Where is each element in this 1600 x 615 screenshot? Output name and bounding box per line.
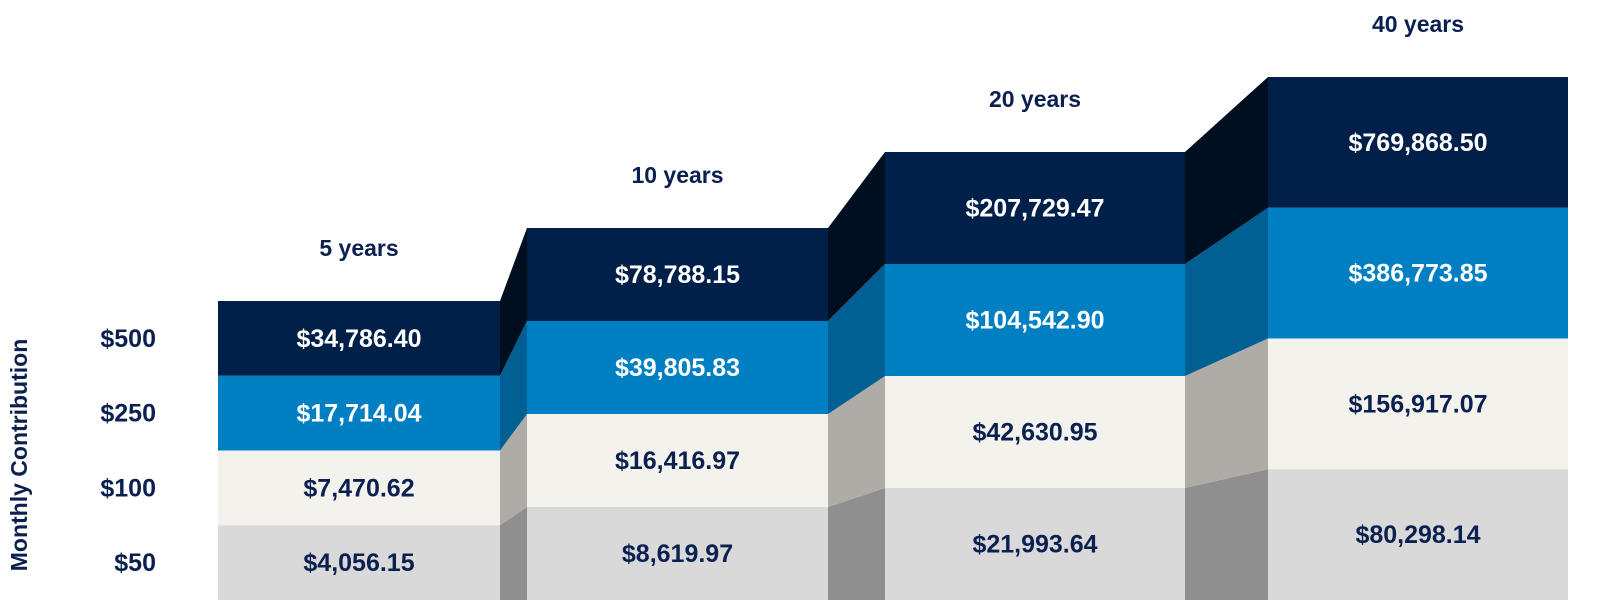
y-axis-label: Monthly Contribution xyxy=(6,339,32,572)
data-label: $156,917.07 xyxy=(1348,390,1487,418)
connector-segment xyxy=(828,264,885,414)
data-label: $207,729.47 xyxy=(965,195,1104,223)
data-label: $17,714.04 xyxy=(296,400,421,428)
data-label: $104,542.90 xyxy=(965,307,1104,335)
bar-segment xyxy=(1268,207,1568,339)
contribution-label: $500 xyxy=(100,325,156,353)
data-label: $42,630.95 xyxy=(972,419,1097,447)
data-label: $7,470.62 xyxy=(303,474,414,502)
contribution-labels: $50 $100 $250 $500 xyxy=(100,325,156,577)
data-label: $78,788.15 xyxy=(615,261,740,289)
bar-segment xyxy=(885,376,1185,488)
connector-segment xyxy=(828,488,885,600)
bar-segment xyxy=(527,507,828,600)
bar-segment xyxy=(1268,77,1568,208)
data-label: $8,619.97 xyxy=(622,540,733,568)
bar-segment xyxy=(527,414,828,507)
data-label: $769,868.50 xyxy=(1348,129,1487,157)
bar-segment xyxy=(1268,338,1568,470)
year-label: 20 years xyxy=(989,86,1081,112)
year-label: 5 years xyxy=(319,235,398,261)
connector-segment xyxy=(1185,207,1268,376)
data-label: $39,805.83 xyxy=(615,354,740,382)
connector-segment xyxy=(1185,469,1268,600)
connector-segment xyxy=(500,228,527,376)
data-label: $4,056.15 xyxy=(303,549,414,577)
bar-segment xyxy=(527,228,828,321)
contribution-label: $100 xyxy=(100,474,156,502)
bars xyxy=(218,77,1568,600)
bar-segment xyxy=(527,321,828,414)
connector-segment xyxy=(1185,338,1268,488)
connector-segment xyxy=(1185,77,1268,264)
connector-segment xyxy=(828,152,885,321)
bar-segment xyxy=(218,450,500,526)
contribution-label: $50 xyxy=(114,549,156,577)
data-label: $16,416.97 xyxy=(615,447,740,475)
connector-segment xyxy=(500,507,527,600)
connector-segment xyxy=(828,376,885,507)
bar-segment xyxy=(1268,469,1568,600)
year-labels: 5 years 10 years 20 years 40 years xyxy=(319,11,1464,261)
year-label: 40 years xyxy=(1372,11,1464,37)
bar-segment xyxy=(218,375,500,451)
bar-segment xyxy=(885,152,1185,264)
bar-segment xyxy=(218,525,500,600)
connector-segment xyxy=(500,321,527,451)
value-labels: $4,056.15 $7,470.62 $17,714.04 $34,786.40 $8… xyxy=(296,129,1487,577)
data-label: $386,773.85 xyxy=(1348,260,1487,288)
bar-connectors xyxy=(500,77,1268,600)
data-label: $34,786.40 xyxy=(296,325,421,353)
data-label: $21,993.64 xyxy=(972,531,1097,559)
contribution-label: $250 xyxy=(100,400,156,428)
bar-segment xyxy=(885,264,1185,376)
bar-segment xyxy=(218,301,500,376)
bar-segment xyxy=(885,488,1185,600)
data-label: $80,298.14 xyxy=(1355,521,1480,549)
connector-segment xyxy=(500,414,527,526)
year-label: 10 years xyxy=(631,162,723,188)
